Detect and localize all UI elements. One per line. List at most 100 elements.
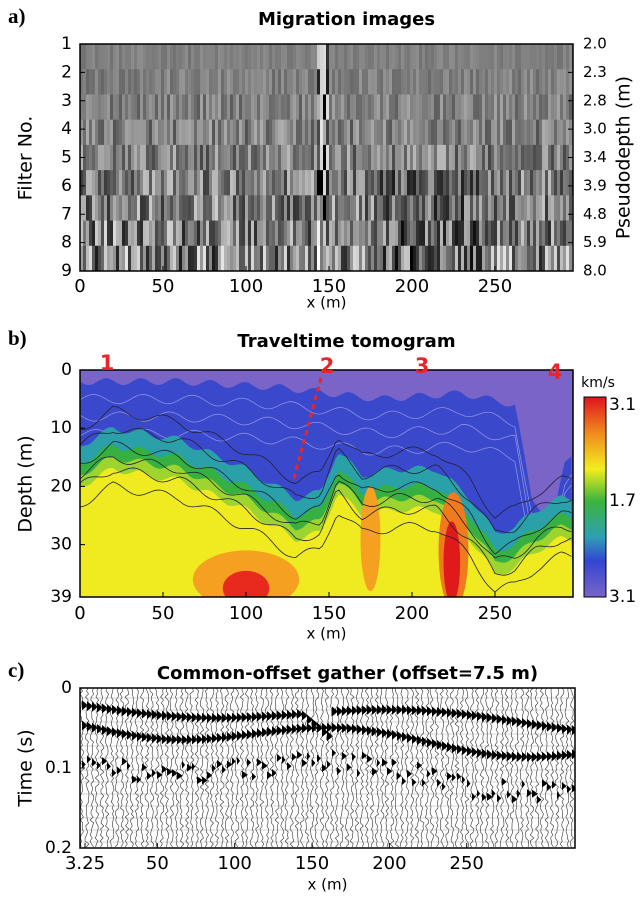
pixel <box>443 195 447 222</box>
wiggle-lobe <box>267 726 273 737</box>
pixel <box>467 170 471 196</box>
pixel <box>107 195 111 222</box>
wiggle-lobe <box>532 751 538 762</box>
pixel <box>188 119 192 146</box>
pixel <box>527 119 531 146</box>
wiggle-lobe <box>357 724 363 735</box>
wiggle-lobe <box>147 709 153 720</box>
pixel <box>173 44 177 70</box>
pixel <box>98 170 102 196</box>
trace <box>199 688 205 848</box>
x-tick-label: 150 <box>295 853 329 874</box>
pixel <box>524 69 528 95</box>
wiggle-lobe <box>332 706 338 717</box>
pixel <box>128 94 132 121</box>
pixel <box>278 195 282 222</box>
pixel <box>293 94 297 121</box>
x-tick-label: 200 <box>395 603 429 624</box>
pixel <box>266 69 270 95</box>
pixel <box>251 69 255 95</box>
pixel <box>104 245 108 271</box>
pixel <box>89 44 93 70</box>
pixel <box>437 170 441 196</box>
pixel <box>224 94 228 121</box>
wiggle-lobe <box>517 789 521 798</box>
wiggle-lobe <box>427 706 433 717</box>
pixel <box>407 195 411 222</box>
pixel <box>530 69 534 95</box>
pixel <box>449 195 453 222</box>
pixel <box>185 220 189 247</box>
pixel <box>287 220 291 247</box>
pixel <box>92 220 96 247</box>
pixel <box>368 220 372 247</box>
wiggle-lobe <box>307 723 313 734</box>
pixel <box>197 195 201 222</box>
trace <box>554 688 560 848</box>
pixel <box>194 195 198 222</box>
pixel <box>215 119 219 146</box>
pixel <box>113 119 117 146</box>
pixel <box>335 69 339 95</box>
pixel <box>437 195 441 222</box>
pixel <box>425 170 429 196</box>
pixel <box>275 44 279 70</box>
chart-title: Common-offset gather (offset=7.5 m) <box>157 663 538 684</box>
pixel <box>89 245 93 271</box>
pixel <box>305 94 309 121</box>
pixel <box>158 119 162 146</box>
pixel <box>323 245 327 271</box>
pixel <box>542 144 546 171</box>
pixel <box>551 245 555 271</box>
pixel <box>194 144 198 171</box>
pixel <box>548 144 552 171</box>
pixel <box>518 119 522 146</box>
pixel <box>515 44 519 70</box>
trace <box>394 688 400 848</box>
pixel <box>296 220 300 247</box>
trace <box>509 688 515 848</box>
pixel <box>434 170 438 196</box>
pixel <box>401 245 405 271</box>
pixel <box>239 94 243 121</box>
pixel <box>212 144 216 171</box>
wiggle-lobe <box>447 742 453 753</box>
pixel <box>287 144 291 171</box>
pixel <box>317 69 321 95</box>
pixel <box>230 69 234 95</box>
wiggle-lobe <box>372 767 378 776</box>
pixel <box>422 94 426 121</box>
pixel <box>410 94 414 121</box>
annotation: 1 <box>100 351 115 375</box>
pixel <box>554 170 558 196</box>
pixel <box>233 119 237 146</box>
colorbar-tick-label: 3.1 <box>609 587 636 607</box>
pixel <box>131 94 135 121</box>
wiggle-lobe <box>477 711 483 722</box>
pixel <box>548 94 552 121</box>
pixel <box>272 119 276 146</box>
pixel <box>248 69 252 95</box>
pixel <box>221 170 225 196</box>
pixel <box>86 69 90 95</box>
pixel <box>443 245 447 271</box>
pixel <box>494 220 498 247</box>
pixel <box>323 220 327 247</box>
pixel <box>404 144 408 171</box>
pixel <box>191 94 195 121</box>
pixel <box>440 170 444 196</box>
wiggle-lobe <box>177 771 183 780</box>
pixel <box>485 170 489 196</box>
pixel <box>320 220 324 247</box>
pixel <box>353 245 357 271</box>
pixel <box>284 245 288 271</box>
pixel <box>521 69 525 95</box>
pixel <box>167 94 171 121</box>
pixel <box>440 220 444 247</box>
pixel <box>386 195 390 222</box>
pixel <box>209 195 213 222</box>
pixel <box>461 119 465 146</box>
tomogram-image <box>80 370 573 597</box>
pixel <box>212 69 216 95</box>
pixel <box>518 195 522 222</box>
